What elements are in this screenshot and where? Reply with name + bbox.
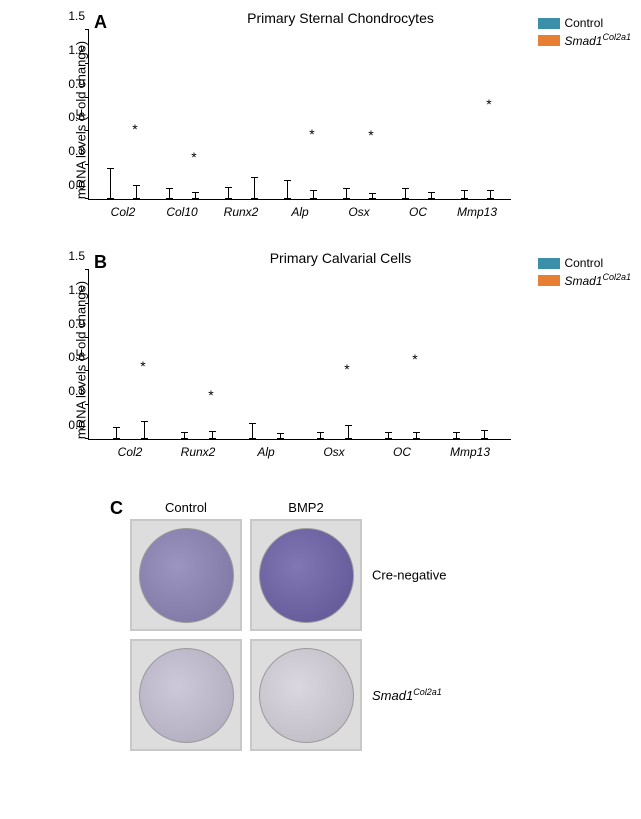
legend-b: Control Smad1Col2a1	[538, 256, 631, 290]
row-label: Smad1Col2a1	[362, 687, 442, 703]
significance-star: *	[412, 351, 417, 367]
legend: Control Smad1Col2a1	[538, 16, 631, 50]
y-tick: 0.0	[53, 178, 85, 192]
well-row: Smad1Col2a1	[130, 639, 362, 751]
chart-a: Primary Sternal Chondrocytes ControlSmad…	[10, 10, 631, 230]
y-tick: 0.3	[53, 144, 85, 158]
x-label: Osx	[323, 439, 344, 459]
well-circle	[259, 528, 354, 623]
legend-item: Smad1Col2a1	[538, 272, 631, 288]
well-image	[250, 519, 362, 631]
row-label: Cre-negative	[362, 568, 446, 583]
x-label: OC	[409, 199, 427, 219]
panel-c: C ControlBMP2Cre-negativeSmad1Col2a1	[10, 490, 631, 759]
col-label: Control	[130, 500, 242, 519]
legend-label: Smad1Col2a1	[564, 272, 631, 288]
well-row: Cre-negative	[130, 519, 362, 631]
y-tick: 0.0	[53, 418, 85, 432]
legend-item: Control	[538, 16, 631, 30]
y-tick: 0.6	[53, 110, 85, 124]
y-tick: 1.2	[53, 43, 85, 57]
plot-area-b: 0.00.30.60.91.21.5*Col2*Runx2Alp*Osx*OCM…	[88, 270, 511, 440]
well-circle	[139, 648, 234, 743]
x-label: Alp	[291, 199, 308, 219]
x-label: Col2	[111, 199, 136, 219]
x-label: Col10	[166, 199, 197, 219]
well-circle	[139, 528, 234, 623]
x-label: Mmp13	[457, 199, 497, 219]
y-tick: 1.5	[53, 9, 85, 23]
legend-swatch	[538, 275, 560, 286]
panel-c-letter: C	[110, 498, 123, 519]
significance-star: *	[208, 387, 213, 403]
x-label: Runx2	[181, 439, 216, 459]
x-label: Col2	[118, 439, 143, 459]
y-tick: 0.3	[53, 384, 85, 398]
y-tick: 0.9	[53, 317, 85, 331]
legend-label: Control	[564, 16, 603, 30]
legend-label: Smad1Col2a1	[564, 32, 631, 48]
well-grid: Control BMP2Cre-negativeSmad1Col2a1	[130, 500, 362, 759]
col-label: BMP2	[250, 500, 362, 519]
significance-star: *	[140, 358, 145, 374]
x-label: Alp	[257, 439, 274, 459]
significance-star: *	[344, 361, 349, 377]
x-label: Runx2	[224, 199, 259, 219]
panel-a: A Primary Sternal Chondrocytes ControlSm…	[10, 10, 631, 230]
legend-item: Smad1Col2a1	[538, 32, 631, 48]
y-tick: 1.5	[53, 249, 85, 263]
y-tick: 1.2	[53, 283, 85, 297]
plot-area-a: 0.00.30.60.91.21.5*Col2*Col10Runx2*Alp*O…	[88, 30, 511, 200]
significance-star: *	[368, 127, 373, 143]
x-label: OC	[393, 439, 411, 459]
panel-b: B Primary Calvarial Cells ControlSmad1Co…	[10, 250, 631, 470]
significance-star: *	[191, 149, 196, 165]
well-image	[130, 519, 242, 631]
legend-item: Control	[538, 256, 631, 270]
significance-star: *	[309, 126, 314, 142]
well-circle	[259, 648, 354, 743]
well-image	[250, 639, 362, 751]
chart-b: Primary Calvarial Cells ControlSmad1Col2…	[10, 250, 631, 470]
x-label: Osx	[348, 199, 369, 219]
y-tick: 0.6	[53, 350, 85, 364]
legend-swatch	[538, 258, 560, 269]
legend-swatch	[538, 18, 560, 29]
legend-swatch	[538, 35, 560, 46]
well-image	[130, 639, 242, 751]
legend-label: Control	[564, 256, 603, 270]
x-label: Mmp13	[450, 439, 490, 459]
significance-star: *	[132, 121, 137, 137]
significance-star: *	[486, 96, 491, 112]
y-tick: 0.9	[53, 77, 85, 91]
